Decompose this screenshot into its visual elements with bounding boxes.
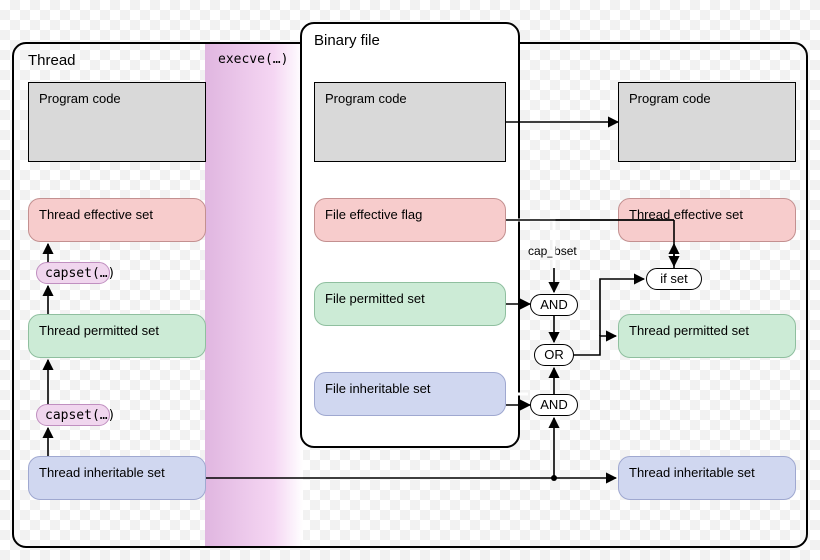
thread-title: Thread bbox=[28, 52, 76, 69]
file-inheritable: File inheritable set bbox=[314, 372, 506, 416]
and-gate-1: AND bbox=[530, 294, 578, 316]
cap-bset-label: cap_bset bbox=[528, 244, 577, 258]
capset-gate-2: capset(…) bbox=[36, 404, 110, 426]
label: Program code bbox=[39, 91, 121, 106]
file-effective: File effective flag bbox=[314, 198, 506, 242]
thread-effective-right: Thread effective set bbox=[618, 198, 796, 242]
or-gate: OR bbox=[534, 344, 574, 366]
label: Program code bbox=[325, 91, 407, 106]
thread-permitted-left: Thread permitted set bbox=[28, 314, 206, 358]
binary-program-code: Program code bbox=[314, 82, 506, 162]
label: Thread effective set bbox=[629, 207, 743, 222]
label: Thread permitted set bbox=[39, 323, 159, 338]
label: Program code bbox=[629, 91, 711, 106]
execve-label: execve(…) bbox=[218, 52, 288, 67]
label: AND bbox=[540, 297, 567, 312]
result-program-code: Program code bbox=[618, 82, 796, 162]
and-gate-2: AND bbox=[530, 394, 578, 416]
label: capset(…) bbox=[45, 408, 115, 423]
label: if set bbox=[660, 271, 687, 286]
label: File inheritable set bbox=[325, 381, 431, 396]
thread-permitted-right: Thread permitted set bbox=[618, 314, 796, 358]
label: Thread inheritable set bbox=[39, 465, 165, 480]
thread-program-code: Program code bbox=[28, 82, 206, 162]
if-set-gate: if set bbox=[646, 268, 702, 290]
label: Thread permitted set bbox=[629, 323, 749, 338]
label: OR bbox=[544, 347, 564, 362]
file-permitted: File permitted set bbox=[314, 282, 506, 326]
thread-effective-left: Thread effective set bbox=[28, 198, 206, 242]
label: Thread effective set bbox=[39, 207, 153, 222]
label: Thread inheritable set bbox=[629, 465, 755, 480]
label: capset(…) bbox=[45, 266, 115, 281]
thread-inheritable-right: Thread inheritable set bbox=[618, 456, 796, 500]
label: AND bbox=[540, 397, 567, 412]
label: File effective flag bbox=[325, 207, 422, 222]
thread-inheritable-left: Thread inheritable set bbox=[28, 456, 206, 500]
capset-gate-1: capset(…) bbox=[36, 262, 110, 284]
label: File permitted set bbox=[325, 291, 425, 306]
binary-title: Binary file bbox=[314, 32, 380, 49]
